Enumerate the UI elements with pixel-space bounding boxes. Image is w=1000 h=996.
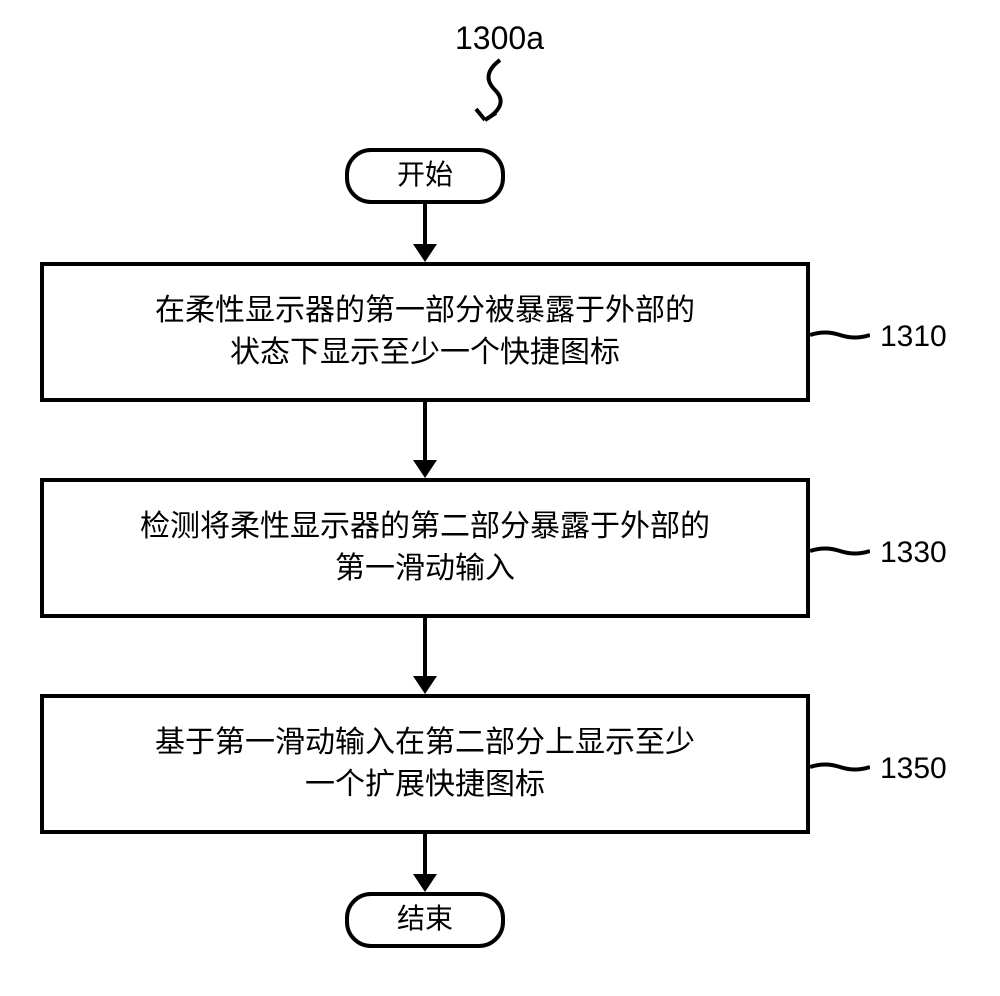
process-1350-line1: 基于第一滑动输入在第二部分上显示至少 [74,722,776,764]
figure-label: 1300a [455,20,544,57]
edge-1350-end [423,834,427,888]
side-label-1330: 1330 [880,536,947,570]
end-label: 结束 [397,904,453,935]
process-1310-line1: 在柔性显示器的第一部分被暴露于外部的 [74,290,776,332]
end-node: 结束 [345,892,505,948]
process-1310-line2: 状态下显示至少一个快捷图标 [74,332,776,374]
process-1350-line2: 一个扩展快捷图标 [74,764,776,806]
tick-1330 [810,536,870,566]
edge-start-1310 [423,204,427,258]
edge-1330-1350 [423,618,427,690]
tick-1350 [810,752,870,782]
figure-label-arrow [460,55,520,135]
process-1330-line2: 第一滑动输入 [74,548,776,590]
start-node: 开始 [345,148,505,204]
edge-1310-1330 [423,402,427,474]
tick-1310 [810,320,870,350]
side-label-1350: 1350 [880,752,947,786]
side-label-1310: 1310 [880,320,947,354]
process-1330: 检测将柔性显示器的第二部分暴露于外部的 第一滑动输入 [40,478,810,618]
process-1330-line1: 检测将柔性显示器的第二部分暴露于外部的 [74,506,776,548]
start-label: 开始 [397,160,453,191]
process-1350: 基于第一滑动输入在第二部分上显示至少 一个扩展快捷图标 [40,694,810,834]
process-1310: 在柔性显示器的第一部分被暴露于外部的 状态下显示至少一个快捷图标 [40,262,810,402]
